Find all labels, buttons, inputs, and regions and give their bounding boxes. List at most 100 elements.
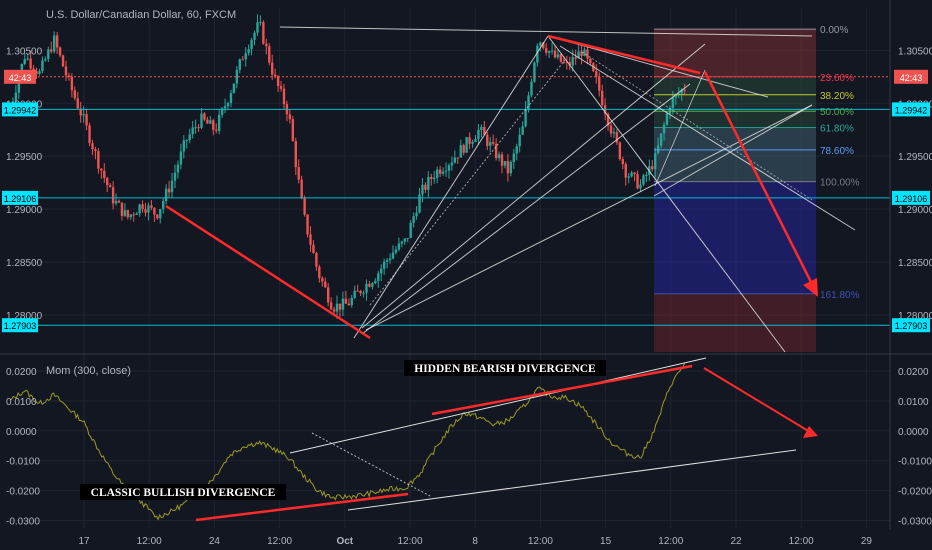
- candle-body: [441, 171, 445, 174]
- candle: [391, 245, 395, 260]
- candle-body: [55, 35, 59, 48]
- candle-body: [427, 176, 430, 190]
- candle: [480, 124, 483, 138]
- candle-body: [380, 268, 383, 274]
- candle-body: [203, 113, 206, 120]
- candle: [553, 45, 557, 59]
- lower-zone: [654, 293, 816, 352]
- y-tick-label-right: 1.29000: [898, 205, 932, 216]
- candle: [350, 294, 353, 308]
- candle-body: [17, 77, 21, 93]
- classic-bullish-label-bg: [80, 484, 286, 500]
- candle-body: [94, 149, 97, 152]
- candle-body: [471, 141, 474, 144]
- momentum-line: [9, 362, 686, 521]
- candle-body: [200, 113, 203, 128]
- candle-body: [226, 102, 230, 107]
- candle-body: [332, 309, 336, 312]
- candle: [524, 100, 527, 128]
- momentum-y-tick-label-right: -0.0300: [898, 517, 932, 528]
- candle-body: [91, 143, 94, 150]
- candle-body: [512, 153, 515, 162]
- candle: [491, 134, 495, 146]
- candle-body: [120, 202, 124, 216]
- momentum-upper-channel: [289, 357, 707, 454]
- candle-body: [542, 42, 545, 49]
- candle-body: [509, 161, 513, 174]
- candle: [111, 181, 115, 210]
- candle: [368, 280, 371, 288]
- candle-body: [483, 126, 486, 135]
- candle-body: [88, 125, 91, 144]
- trendline: [653, 104, 813, 197]
- candle-body: [674, 94, 678, 98]
- candle-body: [79, 108, 82, 116]
- candle: [235, 65, 239, 89]
- candle: [315, 251, 318, 271]
- candle: [397, 237, 401, 252]
- candle-body: [232, 83, 236, 94]
- candle: [220, 106, 224, 118]
- candle-body: [47, 49, 50, 60]
- candle: [377, 270, 380, 288]
- candle-body: [167, 188, 171, 193]
- candle-body: [556, 54, 560, 58]
- candle-body: [683, 89, 686, 91]
- candle-body: [212, 120, 215, 130]
- candle: [88, 122, 91, 147]
- candle-body: [583, 49, 586, 56]
- candle-body: [108, 185, 112, 188]
- candle: [447, 163, 451, 179]
- candle-body: [403, 238, 406, 242]
- candle: [241, 56, 244, 61]
- x-tick-label: 22: [730, 536, 742, 547]
- candle: [85, 108, 88, 131]
- candle: [185, 139, 188, 149]
- candle-body: [438, 169, 442, 174]
- candle: [412, 212, 415, 228]
- momentum-y-tick-label-right: -0.0100: [898, 457, 932, 468]
- candle-body: [424, 184, 427, 190]
- candle: [474, 134, 477, 143]
- candle-body: [621, 159, 624, 165]
- candle: [633, 171, 636, 182]
- candle: [580, 46, 583, 65]
- candle: [659, 133, 663, 149]
- candle: [120, 202, 124, 221]
- level-badge-right: [892, 190, 930, 205]
- candle-body: [385, 260, 389, 262]
- candle: [312, 240, 315, 254]
- candle-body: [497, 154, 501, 159]
- level-badge-right: [892, 318, 930, 333]
- level-badge-left-label: 1.29106: [4, 194, 37, 204]
- candle: [265, 38, 268, 55]
- candle-body: [138, 204, 141, 214]
- candle-body: [494, 143, 498, 159]
- candle: [253, 30, 256, 46]
- candle-body: [197, 127, 200, 129]
- candle: [129, 213, 132, 221]
- candle-body: [662, 124, 666, 134]
- candle: [612, 127, 616, 138]
- candle-body: [462, 145, 465, 153]
- candle-body: [315, 253, 318, 267]
- symbol-title: U.S. Dollar/Canadian Dollar, 60, FXCM: [46, 9, 236, 21]
- candle: [347, 298, 351, 306]
- candle: [536, 43, 539, 67]
- candle: [188, 128, 191, 144]
- trendline: [365, 104, 813, 331]
- candle: [256, 14, 259, 36]
- candle: [359, 289, 362, 297]
- momentum-y-tick-label-right: 0.0100: [898, 397, 929, 408]
- candle: [100, 167, 103, 180]
- candle: [176, 160, 180, 179]
- candle: [191, 120, 194, 139]
- candle: [55, 32, 59, 54]
- candle: [409, 220, 412, 239]
- candle: [97, 148, 100, 174]
- fib-level-label: 0.00%: [820, 25, 848, 36]
- candle-body: [642, 175, 645, 185]
- candle-body: [129, 214, 132, 218]
- candle-body: [241, 59, 244, 61]
- candle: [329, 297, 333, 311]
